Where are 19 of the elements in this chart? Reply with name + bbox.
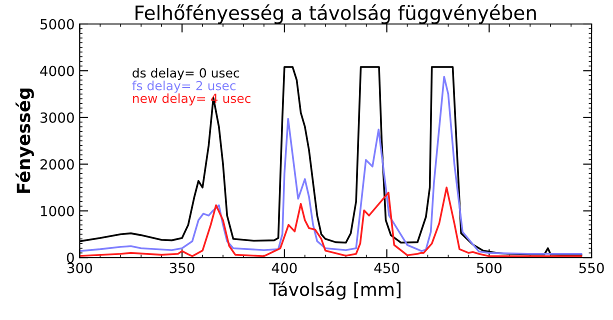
x-tick-label: 350 — [170, 262, 194, 274]
y-axis-title: Fényesség — [16, 88, 34, 193]
x-tick-label: 400 — [272, 262, 297, 274]
text: ds delay= 0 usec — [132, 68, 240, 80]
text: new delay= 4 usec — [133, 93, 250, 106]
y-tick-label: 3000 — [40, 112, 74, 123]
x-tick-label: 550 — [579, 262, 604, 274]
x-tick-label: 450 — [374, 262, 400, 274]
chart-title: Felhőfényesség a távolság függvényében — [136, 4, 536, 24]
y-tick-label: 1000 — [41, 206, 74, 216]
x-axis-title: Távolság [mm] — [269, 281, 400, 300]
y-tick-label: 4000 — [40, 66, 74, 76]
y-tick-label: 0 — [66, 252, 74, 264]
x-tick-label: 500 — [476, 262, 502, 274]
y-tick-label: 5000 — [40, 18, 74, 30]
x-tick-label: 300 — [67, 262, 92, 274]
line-series — [80, 186, 582, 258]
text: fs delay= 2 usec — [132, 80, 236, 93]
y-tick-label: 2000 — [40, 159, 74, 170]
